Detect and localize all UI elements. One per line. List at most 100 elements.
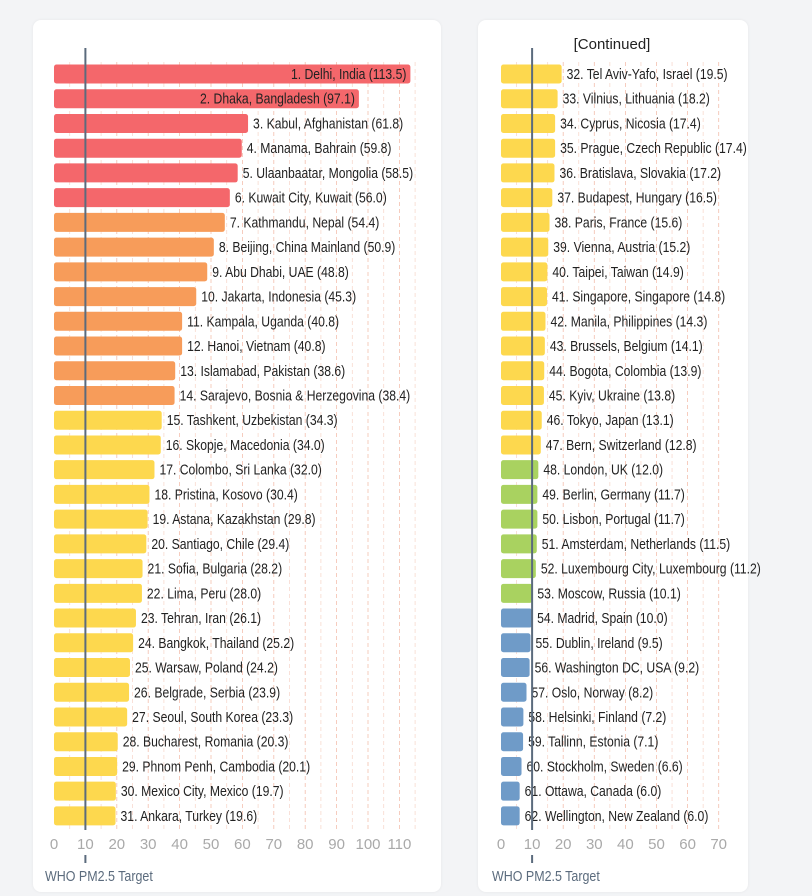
bar: [54, 608, 136, 628]
bar-label: 12. Hanoi, Vietnam (40.8): [187, 338, 325, 354]
bar-label: 19. Astana, Kazakhstan (29.8): [153, 511, 316, 527]
bar: [501, 336, 545, 356]
bar-label: 42. Manila, Philippines (14.3): [550, 313, 707, 329]
bar: [501, 460, 539, 480]
bar-label: 38. Paris, France (15.6): [555, 214, 683, 230]
bar-label: 27. Seoul, South Korea (23.3): [132, 709, 293, 725]
bar: [501, 707, 524, 727]
bar: [501, 163, 555, 183]
bar: [54, 64, 411, 84]
bar-label: 52. Luxembourg City, Luxembourg (11.2): [541, 561, 761, 577]
bar-label: 30. Mexico City, Mexico (19.7): [121, 783, 284, 799]
bar-label: 58. Helsinki, Finland (7.2): [528, 709, 666, 725]
bar: [501, 806, 520, 826]
bar-label: 59. Tallinn, Estonia (7.1): [528, 734, 658, 750]
bar-label: 4. Manama, Bahrain (59.8): [247, 140, 392, 156]
bar: [54, 287, 197, 307]
bar: [501, 658, 530, 678]
bar-label: 32. Tel Aviv-Yafo, Israel (19.5): [567, 66, 728, 82]
x-tick-label: 0: [497, 836, 505, 853]
bar-label: 43. Brussels, Belgium (14.1): [550, 338, 703, 354]
bar: [501, 138, 556, 158]
x-tick-label: 20: [108, 836, 125, 853]
bar: [54, 534, 147, 554]
bar-label: 10. Jakarta, Indonesia (45.3): [201, 289, 356, 305]
bar: [54, 361, 176, 381]
x-tick-label: 50: [203, 836, 220, 853]
bar: [501, 385, 544, 405]
bar-label: 48. London, UK (12.0): [543, 462, 663, 478]
x-tick-label: 50: [648, 836, 665, 853]
bar-label: 39. Vienna, Austria (15.2): [553, 239, 690, 255]
x-tick-label: 10: [77, 836, 94, 853]
bar: [501, 410, 542, 430]
bar-label: 56. Washington DC, USA (9.2): [535, 660, 700, 676]
bar: [501, 287, 548, 307]
x-tick-label: 0: [50, 836, 58, 853]
bar-label: 33. Vilnius, Lithuania (18.2): [563, 91, 710, 107]
bar: [501, 188, 553, 208]
bar-label: 7. Kathmandu, Nepal (54.4): [230, 214, 379, 230]
chart-title: [Continued]: [574, 36, 651, 53]
bar-label: 8. Beijing, China Mainland (50.9): [219, 239, 396, 255]
bar: [501, 435, 541, 455]
bar: [54, 336, 183, 356]
bar: [54, 633, 134, 653]
x-tick-label: 40: [617, 836, 634, 853]
bar: [501, 361, 545, 381]
bar: [501, 237, 549, 257]
bar: [54, 707, 128, 727]
bar-label: 11. Kampala, Uganda (40.8): [187, 313, 339, 329]
x-tick-label: 90: [328, 836, 345, 853]
bar: [501, 484, 538, 504]
bar: [501, 781, 520, 801]
x-tick-label: 30: [140, 836, 157, 853]
bar-label: 50. Lisbon, Portugal (11.7): [542, 511, 684, 527]
bar: [54, 262, 208, 282]
bar: [54, 509, 148, 529]
bar-label: 21. Sofia, Bulgaria (28.2): [148, 561, 283, 577]
bar-label: 18. Pristina, Kosovo (30.4): [154, 486, 297, 502]
bar-label: 51. Amsterdam, Netherlands (11.5): [542, 536, 730, 552]
bar: [501, 633, 531, 653]
who-target-label: WHO PM2.5 Target: [492, 868, 600, 884]
bar: [54, 89, 359, 109]
bar: [501, 756, 522, 776]
bar: [501, 89, 558, 109]
bar: [501, 608, 533, 628]
bar-label: 29. Phnom Penh, Cambodia (20.1): [122, 758, 310, 774]
bar-label: 17. Colombo, Sri Lanka (32.0): [159, 462, 321, 478]
bar-label: 36. Bratislava, Slovakia (17.2): [559, 165, 721, 181]
bar-label: 45. Kyiv, Ukraine (13.8): [549, 387, 675, 403]
bar-label: 23. Tehran, Iran (26.1): [141, 610, 261, 626]
x-tick-label: 100: [355, 836, 380, 853]
bar-label: 26. Belgrade, Serbia (23.9): [134, 684, 280, 700]
x-tick-label: 20: [555, 836, 572, 853]
bar-label: 22. Lima, Peru (28.0): [147, 585, 261, 601]
bar-label: 61. Ottawa, Canada (6.0): [525, 783, 662, 799]
bar: [501, 732, 524, 752]
bar: [54, 410, 162, 430]
who-target-label: WHO PM2.5 Target: [45, 868, 153, 884]
bar: [501, 583, 533, 603]
bar-label: 24. Bangkok, Thailand (25.2): [138, 635, 294, 651]
bar-label: 20. Santiago, Chile (29.4): [151, 536, 289, 552]
bar-label: 37. Budapest, Hungary (16.5): [557, 190, 717, 206]
x-tick-label: 70: [265, 836, 282, 853]
bar-label: 44. Bogota, Colombia (13.9): [549, 363, 701, 379]
bar: [54, 385, 175, 405]
x-tick-label: 80: [297, 836, 314, 853]
bar: [54, 188, 230, 208]
bar: [501, 262, 548, 282]
bar-label: 13. Islamabad, Pakistan (38.6): [180, 363, 345, 379]
x-tick-label: 60: [234, 836, 251, 853]
bar: [54, 484, 150, 504]
bar-label: 28. Bucharest, Romania (20.3): [123, 734, 289, 750]
bar: [501, 682, 527, 702]
bar-label: 54. Madrid, Spain (10.0): [537, 610, 668, 626]
x-tick-label: 70: [710, 836, 727, 853]
bar-label: 53. Moscow, Russia (10.1): [537, 585, 680, 601]
bar-label: 2. Dhaka, Bangladesh (97.1): [200, 91, 355, 107]
bar-label: 1. Delhi, India (113.5): [291, 66, 406, 82]
